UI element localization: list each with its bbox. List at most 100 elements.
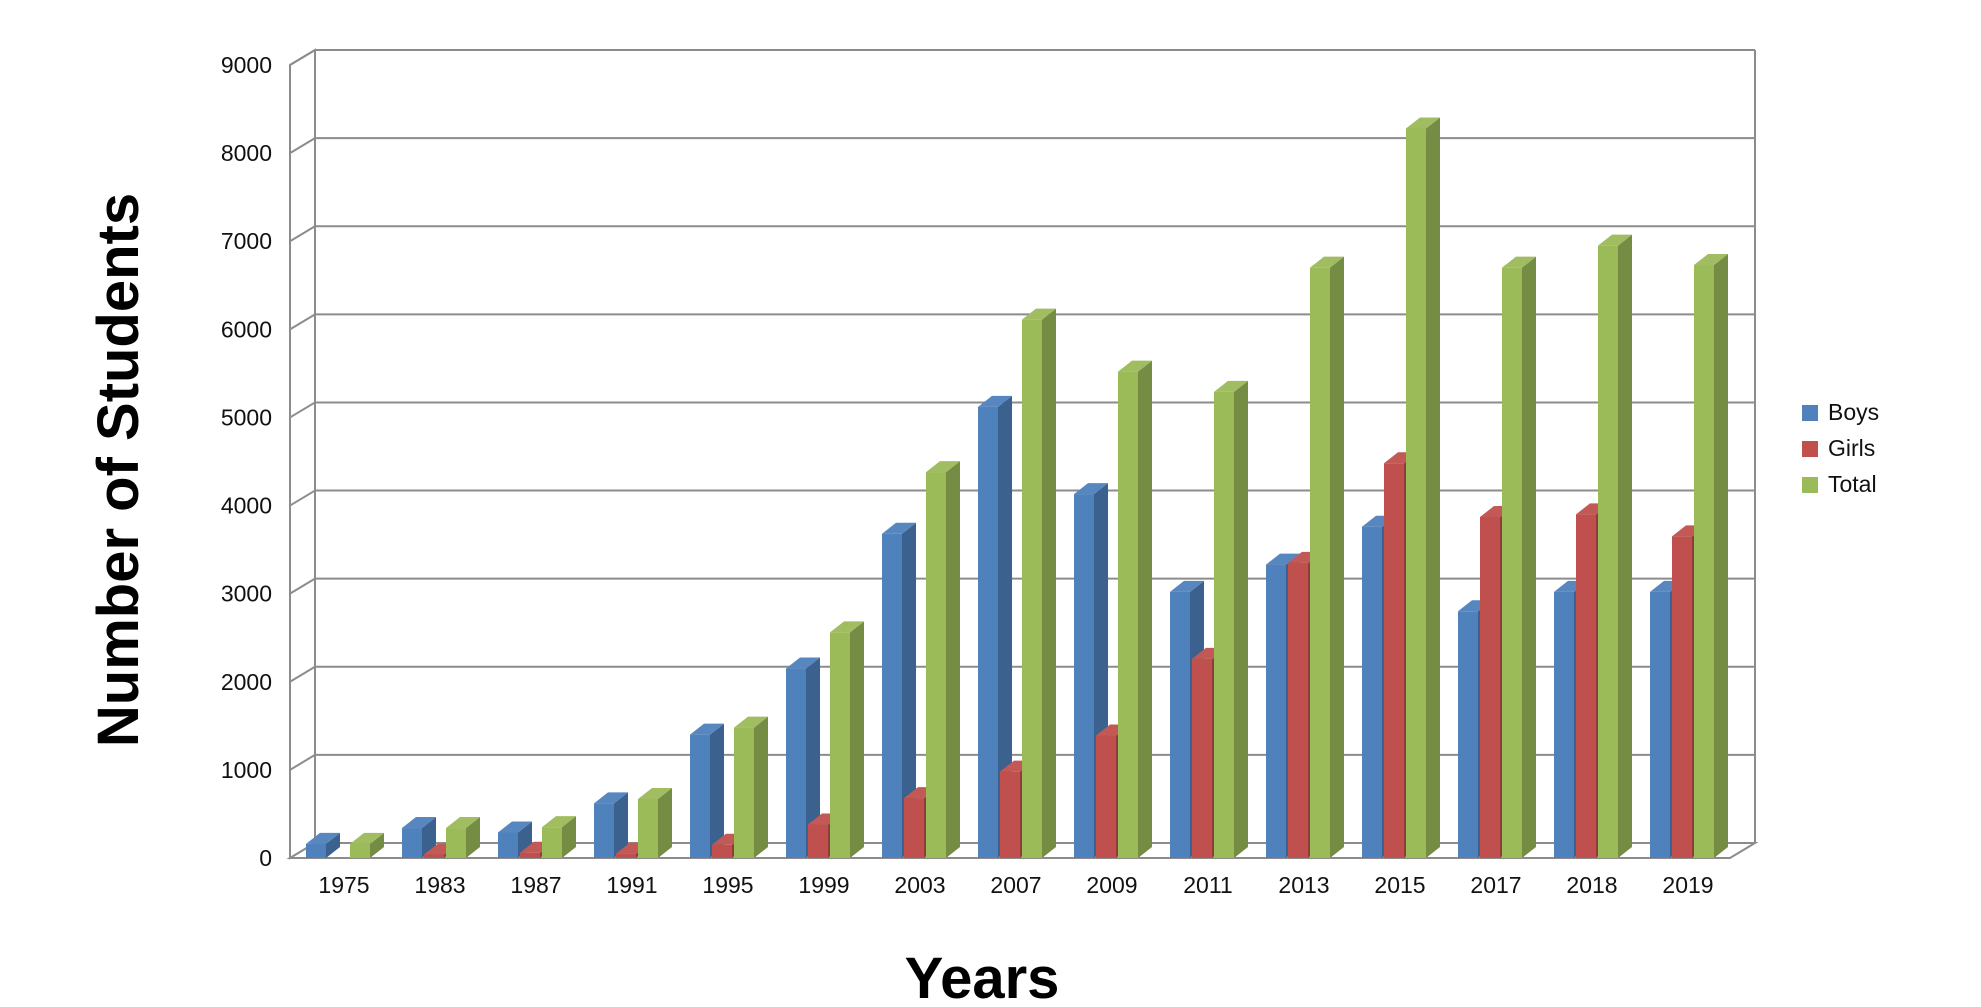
bar-front [1192, 658, 1212, 858]
bar-front [734, 727, 754, 858]
bar-side [466, 817, 480, 858]
x-tick-label: 1983 [414, 872, 465, 898]
bar-top [1502, 256, 1536, 268]
bar-front [520, 852, 540, 858]
bar-front [306, 843, 326, 858]
gridline-side [289, 489, 316, 507]
bar-front [498, 832, 518, 858]
bar-front [882, 533, 902, 858]
y-axis-ticks: 0 1000 2000 3000 4000 5000 6000 7000 8000 9000 [221, 52, 272, 871]
bar-front [1598, 245, 1618, 858]
bar-total-2019 [1694, 254, 1728, 859]
x-tick-label: 1991 [606, 872, 657, 898]
x-tick-label: 2019 [1662, 872, 1713, 898]
bar-front [1096, 735, 1116, 858]
y-tick-label: 6000 [221, 316, 272, 342]
gridline-side [289, 665, 316, 683]
bar-side [562, 816, 576, 858]
y-tick-label: 2000 [221, 669, 272, 695]
bar-top [1118, 360, 1152, 372]
bar-side [998, 395, 1012, 858]
bar-front [638, 798, 658, 858]
bar-front [1480, 517, 1500, 858]
bar-top [306, 832, 340, 844]
bar-side [1426, 117, 1440, 858]
side-wall [289, 48, 316, 860]
x-axis-ticks: 1975 1983 1987 1991 1995 1999 2003 2007 2009 2011… [318, 872, 1713, 898]
bar-front [808, 824, 828, 858]
bar-top [1598, 234, 1632, 246]
bar-top [1074, 483, 1108, 495]
bar-front [830, 632, 850, 858]
bar-top [830, 621, 864, 633]
bar-front [616, 853, 636, 858]
y-tick-label: 3000 [221, 581, 272, 607]
legend: Boys Girls Total [1802, 399, 1879, 497]
y-tick-label: 0 [259, 845, 272, 871]
bar-side [1330, 256, 1344, 859]
x-tick-label: 2018 [1566, 872, 1617, 898]
y-tick-label: 7000 [221, 228, 272, 254]
bar-top [402, 817, 436, 829]
x-tick-label: 2013 [1278, 872, 1329, 898]
bar-front [712, 844, 732, 858]
bar-side [1618, 234, 1632, 858]
bar-side [1522, 256, 1536, 859]
bar-boys-2003 [882, 522, 916, 858]
bar-front [446, 828, 466, 858]
bar-front [1074, 494, 1094, 858]
bar-top [926, 461, 960, 473]
bar-side [754, 716, 768, 858]
bar-top [498, 821, 532, 833]
gridline-side [289, 225, 316, 243]
x-tick-label: 2017 [1470, 872, 1521, 898]
bar-top [1310, 256, 1344, 268]
bar-top [446, 817, 480, 829]
bar-side [1714, 254, 1728, 859]
bar-front [1672, 536, 1692, 858]
bar-boys-1995 [690, 723, 724, 858]
gridline-side [289, 754, 316, 771]
bar-front [402, 828, 422, 858]
bar-total-2015 [1406, 117, 1440, 858]
bar-side [1042, 308, 1056, 858]
bar-top [350, 832, 384, 844]
bars [306, 117, 1728, 859]
bar-top [1406, 117, 1440, 129]
x-tick-label: 2009 [1086, 872, 1137, 898]
bar-front [1502, 267, 1522, 859]
bar-boys-1991 [594, 792, 628, 858]
bar-side [658, 787, 672, 858]
bar-front [1288, 562, 1308, 858]
y-tick-label: 1000 [221, 757, 272, 783]
bar-side [422, 817, 436, 858]
bar-front [594, 803, 614, 858]
bar-top [1694, 254, 1728, 266]
bar-total-1991 [638, 787, 672, 858]
bar-total-1983 [446, 817, 480, 858]
y-tick-label: 9000 [221, 52, 272, 78]
bar-total-1975 [350, 832, 384, 858]
bar-front [786, 668, 806, 858]
bar-front [1310, 267, 1330, 859]
bar-top [542, 816, 576, 828]
bar-total-2017 [1502, 256, 1536, 859]
bar-side [902, 522, 916, 858]
bar-side [946, 461, 960, 858]
bar-front [904, 798, 924, 858]
bar-total-1995 [734, 716, 768, 858]
bar-front [1000, 771, 1020, 858]
bar-total-2011 [1214, 380, 1248, 858]
x-tick-label: 1995 [702, 872, 753, 898]
bar-front [1022, 319, 1042, 858]
bar-boys-1999 [786, 657, 820, 858]
gridline-side [289, 137, 316, 154]
bar-side [326, 832, 340, 858]
bar-top [734, 716, 768, 728]
bar-side [1234, 380, 1248, 858]
bar-side [850, 621, 864, 858]
bar-boys-1983 [402, 817, 436, 858]
bar-top [882, 522, 916, 534]
bar-front [926, 472, 946, 858]
